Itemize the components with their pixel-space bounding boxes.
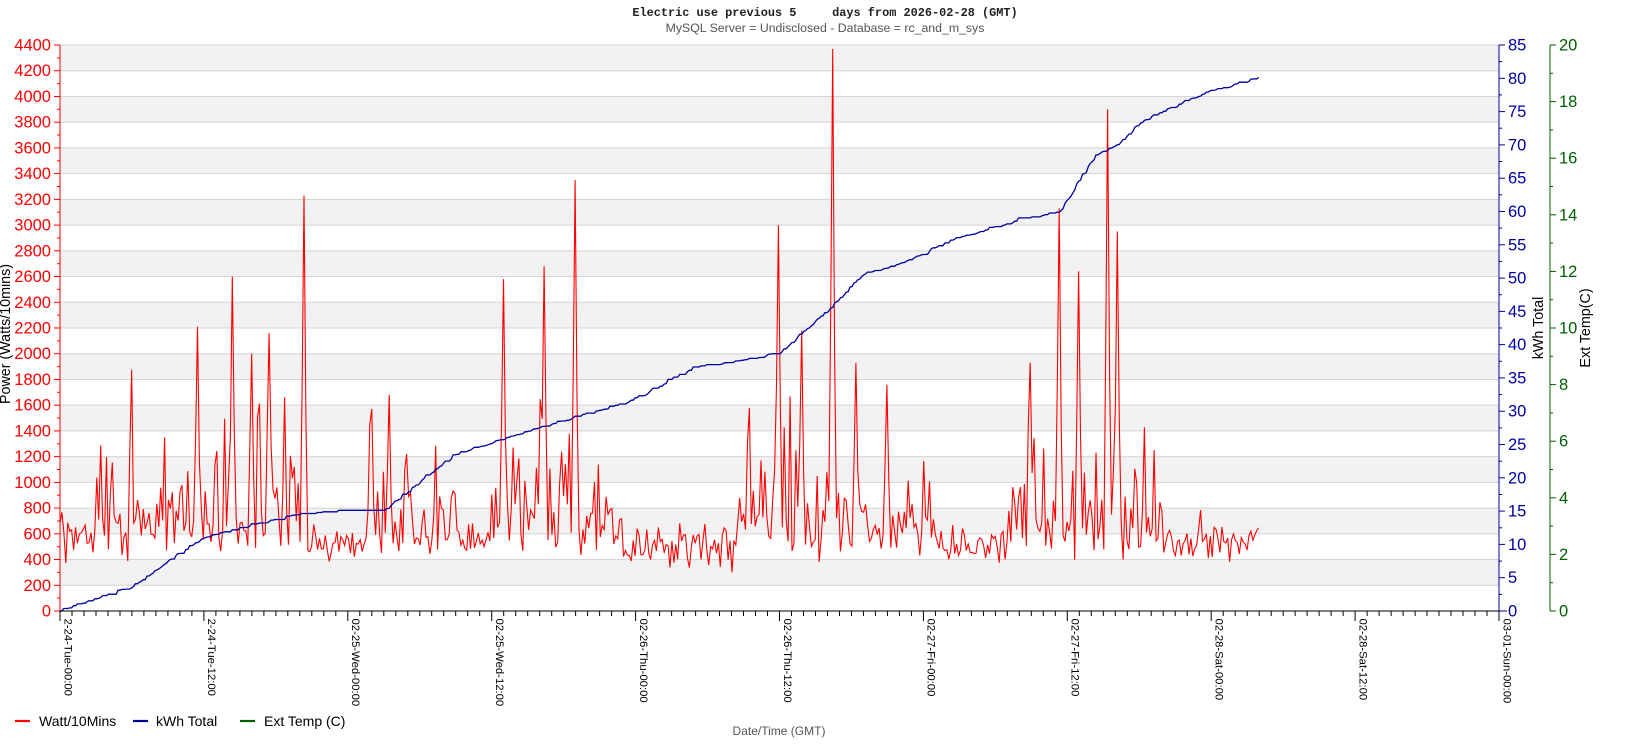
svg-text:12: 12 xyxy=(1559,263,1577,281)
svg-text:3200: 3200 xyxy=(14,191,51,209)
svg-text:Power (Watts/10mins): Power (Watts/10mins) xyxy=(0,264,14,404)
svg-text:65: 65 xyxy=(1508,170,1526,188)
svg-text:MySQL Server = Undisclosed - D: MySQL Server = Undisclosed - Database = … xyxy=(666,21,985,35)
svg-text:20: 20 xyxy=(1559,37,1577,55)
svg-text:02-27-Fri-00:00: 02-27-Fri-00:00 xyxy=(925,619,937,697)
svg-text:kWh Total: kWh Total xyxy=(1531,297,1547,360)
svg-text:Date/Time (GMT): Date/Time (GMT) xyxy=(733,724,826,738)
svg-text:3600: 3600 xyxy=(14,139,51,157)
svg-text:2800: 2800 xyxy=(14,242,51,260)
svg-text:0: 0 xyxy=(42,603,51,621)
svg-text:14: 14 xyxy=(1559,206,1577,224)
svg-text:4000: 4000 xyxy=(14,88,51,106)
svg-text:25: 25 xyxy=(1508,436,1526,454)
svg-text:4: 4 xyxy=(1559,489,1568,507)
svg-text:50: 50 xyxy=(1508,270,1526,288)
svg-text:02-28-Sat-12:00: 02-28-Sat-12:00 xyxy=(1356,619,1368,701)
svg-text:8: 8 xyxy=(1559,376,1568,394)
svg-text:02-25-Wed-00:00: 02-25-Wed-00:00 xyxy=(349,619,361,707)
svg-text:2200: 2200 xyxy=(14,320,51,338)
svg-text:02-26-Thu-12:00: 02-26-Thu-12:00 xyxy=(781,619,793,703)
svg-text:03-01-Sun-00:00: 03-01-Sun-00:00 xyxy=(1500,619,1512,704)
svg-text:18: 18 xyxy=(1559,93,1577,111)
svg-text:Watt/10Mins: Watt/10Mins xyxy=(39,713,116,729)
svg-text:1000: 1000 xyxy=(14,474,51,492)
svg-text:2-24-Tue-00:00: 2-24-Tue-00:00 xyxy=(61,619,73,696)
svg-text:02-28-Sat-00:00: 02-28-Sat-00:00 xyxy=(1213,619,1225,701)
svg-text:6: 6 xyxy=(1559,433,1568,451)
svg-text:85: 85 xyxy=(1508,37,1526,55)
svg-text:2-24-Tue-12:00: 2-24-Tue-12:00 xyxy=(205,619,217,696)
svg-text:3400: 3400 xyxy=(14,165,51,183)
svg-text:35: 35 xyxy=(1508,369,1526,387)
svg-text:45: 45 xyxy=(1508,303,1526,321)
svg-text:30: 30 xyxy=(1508,403,1526,421)
svg-text:Ext Temp (C): Ext Temp (C) xyxy=(264,713,345,729)
svg-text:10: 10 xyxy=(1508,536,1526,554)
svg-text:Electric use previous 5 da: Electric use previous 5 days from 2026-0… xyxy=(632,6,1017,20)
svg-text:4200: 4200 xyxy=(14,62,51,80)
svg-text:75: 75 xyxy=(1508,103,1526,121)
svg-text:Ext Temp(C): Ext Temp(C) xyxy=(1578,288,1594,367)
svg-text:3800: 3800 xyxy=(14,114,51,132)
svg-text:5: 5 xyxy=(1508,569,1517,587)
svg-text:02-26-Thu-00:00: 02-26-Thu-00:00 xyxy=(637,619,649,703)
svg-text:kWh Total: kWh Total xyxy=(156,713,217,729)
svg-text:2600: 2600 xyxy=(14,268,51,286)
svg-text:15: 15 xyxy=(1508,503,1526,521)
svg-text:4400: 4400 xyxy=(14,37,51,55)
svg-text:10: 10 xyxy=(1559,320,1577,338)
svg-text:0: 0 xyxy=(1559,603,1568,621)
svg-text:80: 80 xyxy=(1508,70,1526,88)
svg-text:02-27-Fri-12:00: 02-27-Fri-12:00 xyxy=(1069,619,1081,697)
svg-text:1200: 1200 xyxy=(14,448,51,466)
svg-text:400: 400 xyxy=(23,551,51,569)
svg-text:02-25-Wed-12:00: 02-25-Wed-12:00 xyxy=(493,619,505,707)
svg-text:2400: 2400 xyxy=(14,294,51,312)
svg-text:3000: 3000 xyxy=(14,217,51,235)
svg-text:60: 60 xyxy=(1508,203,1526,221)
svg-text:2: 2 xyxy=(1559,546,1568,564)
svg-text:16: 16 xyxy=(1559,150,1577,168)
svg-text:200: 200 xyxy=(23,577,51,595)
svg-text:1600: 1600 xyxy=(14,397,51,415)
svg-text:600: 600 xyxy=(23,525,51,543)
svg-text:800: 800 xyxy=(23,500,51,518)
svg-text:1800: 1800 xyxy=(14,371,51,389)
svg-text:70: 70 xyxy=(1508,136,1526,154)
svg-text:2000: 2000 xyxy=(14,345,51,363)
svg-text:20: 20 xyxy=(1508,469,1526,487)
svg-text:1400: 1400 xyxy=(14,422,51,440)
svg-text:40: 40 xyxy=(1508,336,1526,354)
svg-text:55: 55 xyxy=(1508,236,1526,254)
